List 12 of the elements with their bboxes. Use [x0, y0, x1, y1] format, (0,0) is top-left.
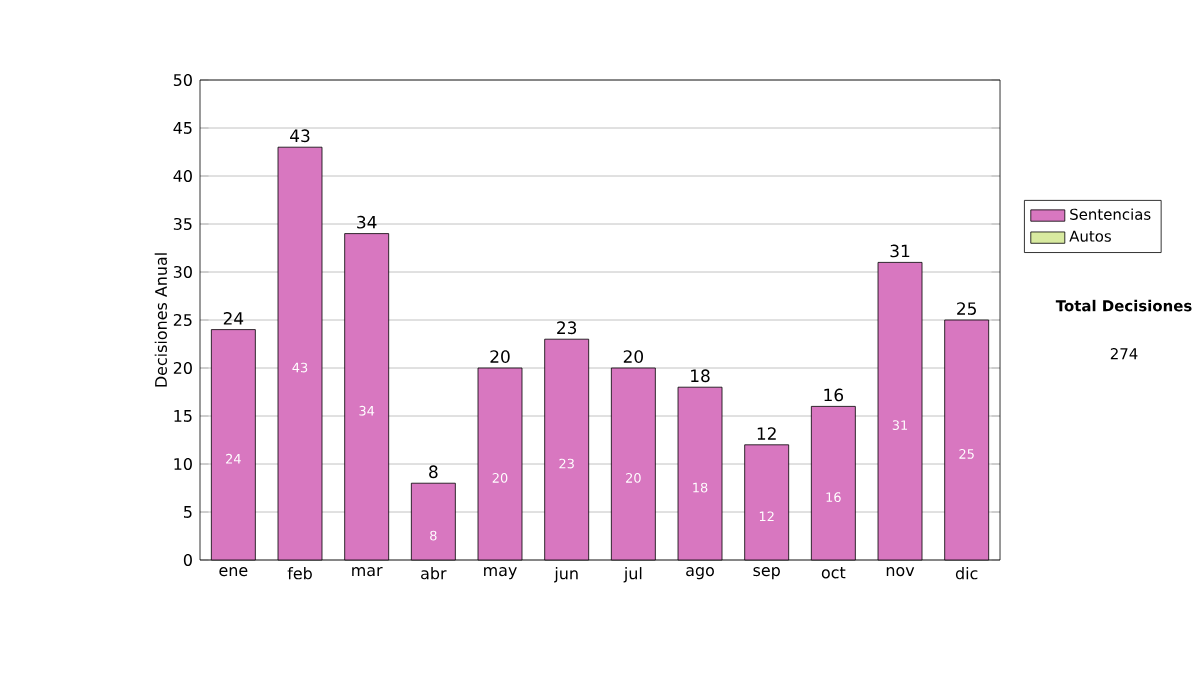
total-label: 8	[429, 465, 438, 479]
total-label: 23	[557, 321, 577, 335]
total-label: 18	[691, 369, 710, 383]
total-label: 31	[890, 244, 910, 258]
total-label: 25	[957, 302, 976, 315]
total-label: 12	[757, 427, 776, 440]
total-label: 24	[223, 312, 244, 325]
total-label: 16	[824, 388, 844, 402]
total-label: 34	[357, 215, 377, 229]
total-label: 43	[290, 129, 310, 143]
total-label: 20	[623, 350, 643, 363]
total-label: 20	[490, 350, 510, 363]
